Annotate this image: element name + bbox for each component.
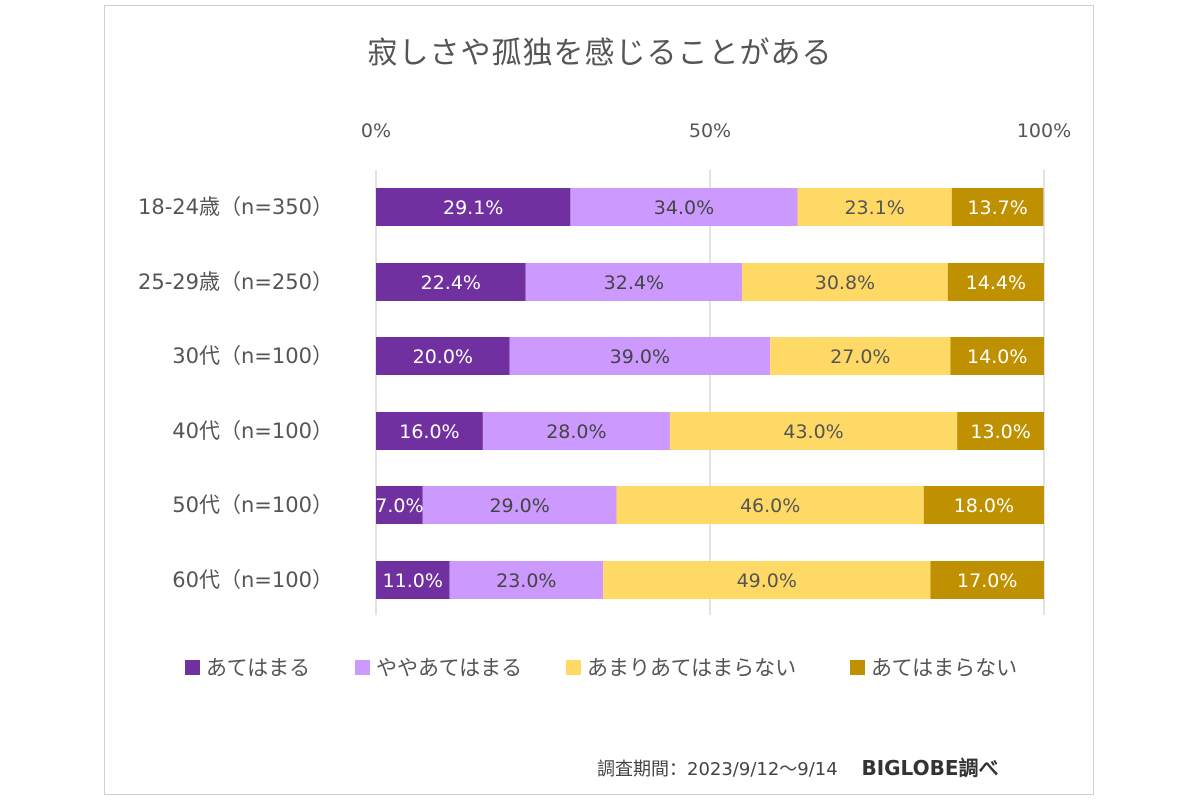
bar-segment	[509, 337, 771, 375]
legend-swatch	[185, 659, 200, 675]
data-label: 17.0%	[957, 570, 1017, 592]
data-label: 49.0%	[737, 570, 797, 592]
data-label: 20.0%	[413, 346, 473, 368]
bar-segment	[930, 561, 1044, 599]
source-note: 調査期間：2023/9/12～9/14 BIGLOBE調べ	[597, 752, 999, 781]
bar-segment	[449, 561, 604, 599]
legend-swatch	[566, 659, 581, 675]
y-category-label: 25-29歳（n=250）	[138, 270, 333, 294]
bar-segment	[947, 263, 1044, 301]
data-label: 11.0%	[383, 570, 443, 592]
data-label: 23.1%	[844, 197, 904, 219]
data-label: 14.4%	[966, 272, 1026, 294]
data-label: 7.0%	[375, 495, 423, 517]
chart-title: 寂しさや孤独を感じることがある	[367, 36, 833, 71]
data-label: 27.0%	[830, 346, 890, 368]
data-label: 39.0%	[610, 346, 670, 368]
chart-frame	[104, 5, 1094, 795]
bar-segment	[376, 412, 483, 450]
data-label: 22.4%	[421, 272, 481, 294]
data-label: 32.4%	[604, 272, 664, 294]
legend-label: あてはまらない	[871, 656, 1018, 680]
legend-item: ややあてはまる	[355, 652, 522, 682]
bar-segment	[376, 337, 510, 375]
y-category-label: 30代（n=100）	[172, 344, 333, 368]
data-label: 14.0%	[967, 346, 1027, 368]
y-category-label: 60代（n=100）	[172, 568, 333, 592]
bar-segment	[376, 263, 526, 301]
data-label: 29.1%	[443, 197, 503, 219]
bar-segment	[376, 188, 571, 226]
legend-item: あてはまる	[185, 652, 310, 682]
bar-segment	[616, 486, 924, 524]
data-label: 43.0%	[783, 421, 843, 443]
bar-segment	[669, 412, 958, 450]
bar-segment	[797, 188, 952, 226]
bar-segment	[376, 561, 450, 599]
x-tick-label: 50%	[689, 120, 731, 142]
data-label: 30.8%	[815, 272, 875, 294]
bar-segment	[525, 263, 743, 301]
bar-segment	[923, 486, 1044, 524]
legend-swatch	[355, 659, 370, 675]
x-tick-label: 0%	[361, 120, 391, 142]
bar-segment	[482, 412, 670, 450]
x-tick-label: 100%	[1017, 120, 1071, 142]
bar-segment	[742, 263, 948, 301]
y-category-label: 18-24歳（n=350）	[138, 195, 333, 219]
legend-item: あてはまらない	[850, 652, 1017, 682]
data-label: 28.0%	[546, 421, 606, 443]
survey-period: 調査期間：2023/9/12～9/14	[597, 759, 838, 780]
y-category-label: 50代（n=100）	[172, 493, 333, 517]
data-label: 34.0%	[654, 197, 714, 219]
data-label: 18.0%	[954, 495, 1014, 517]
bar-segment	[770, 337, 951, 375]
bar-segment	[422, 486, 617, 524]
legend-label: あてはまる	[206, 656, 311, 680]
y-category-label: 40代（n=100）	[172, 419, 333, 443]
data-label: 46.0%	[740, 495, 800, 517]
bar-segment	[951, 188, 1044, 226]
bar-segment	[957, 412, 1044, 450]
data-label: 13.7%	[967, 197, 1027, 219]
chart-legend: あてはまる ややあてはまる あまりあてはまらない あてはまらない	[0, 652, 1200, 682]
data-label: 16.0%	[399, 421, 459, 443]
data-label: 13.0%	[970, 421, 1030, 443]
data-label: 23.0%	[496, 570, 556, 592]
legend-swatch	[850, 659, 865, 675]
source-brand: BIGLOBE調べ	[861, 756, 999, 780]
bar-segment	[603, 561, 931, 599]
legend-label: あまりあてはまらない	[587, 656, 797, 680]
data-label: 29.0%	[489, 495, 549, 517]
bar-segment	[950, 337, 1044, 375]
bar-segment	[570, 188, 798, 226]
bar-segment	[376, 486, 423, 524]
legend-label: ややあてはまる	[376, 656, 523, 680]
legend-item: あまりあてはまらない	[566, 652, 796, 682]
